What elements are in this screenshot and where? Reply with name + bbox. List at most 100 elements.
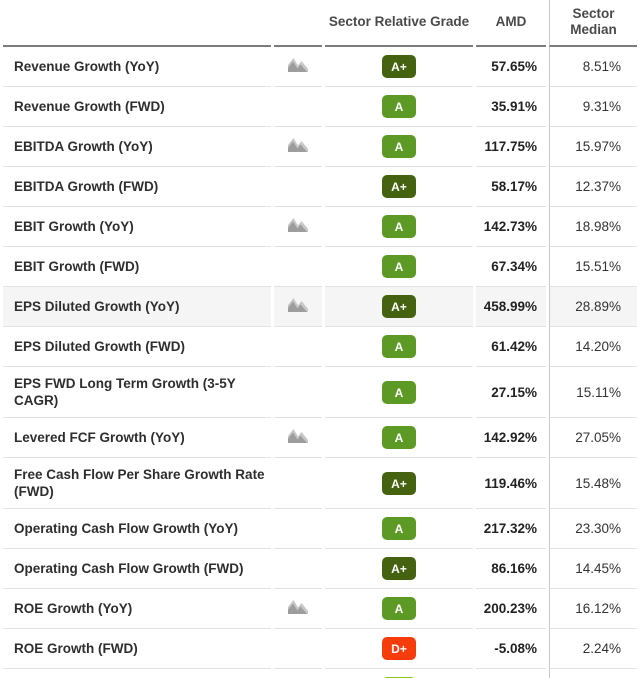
- metric-label: Free Cash Flow Per Share Growth Rate (FW…: [3, 458, 271, 509]
- grade-badge[interactable]: D+: [382, 637, 416, 660]
- sector-median-value: 2.24%: [549, 629, 637, 669]
- grade-cell: A: [325, 247, 473, 287]
- grade-cell: A+: [325, 47, 473, 87]
- sector-median-value: 15.51%: [549, 247, 637, 287]
- table-row: Working Capital Growth (YoY) B+ 80.17% 1…: [3, 669, 637, 678]
- grade-badge[interactable]: A: [382, 95, 416, 118]
- table-row: ROE Growth (FWD) D+ -5.08% 2.24%: [3, 629, 637, 669]
- chart-icon-cell: [274, 327, 322, 367]
- amd-value: 61.42%: [476, 327, 546, 367]
- amd-value: -5.08%: [476, 629, 546, 669]
- grade-badge[interactable]: A: [382, 215, 416, 238]
- sector-median-value: 14.45%: [549, 549, 637, 589]
- table-row: EPS FWD Long Term Growth (3-5Y CAGR) A 2…: [3, 367, 637, 418]
- table-body: Revenue Growth (YoY) A+ 57.65% 8.51% Rev…: [3, 47, 637, 678]
- sector-median-value: 28.89%: [549, 287, 637, 327]
- grade-cell: A: [325, 418, 473, 458]
- grade-cell: A+: [325, 287, 473, 327]
- grade-cell: D+: [325, 629, 473, 669]
- chart-history-icon[interactable]: [287, 217, 309, 233]
- chart-history-icon[interactable]: [287, 57, 309, 73]
- metric-label: Operating Cash Flow Growth (YoY): [3, 509, 271, 549]
- grade-badge[interactable]: A: [382, 597, 416, 620]
- chart-icon-cell: [274, 367, 322, 418]
- chart-icon-cell: [274, 127, 322, 167]
- grade-badge[interactable]: A: [382, 335, 416, 358]
- amd-value: 80.17%: [476, 669, 546, 678]
- table-header: Sector Relative Grade AMD Sector Median: [3, 0, 637, 47]
- chart-icon-cell: [274, 87, 322, 127]
- grade-badge[interactable]: A: [382, 517, 416, 540]
- grade-badge[interactable]: A: [382, 135, 416, 158]
- amd-value: 119.46%: [476, 458, 546, 509]
- amd-value: 117.75%: [476, 127, 546, 167]
- table-row: Free Cash Flow Per Share Growth Rate (FW…: [3, 458, 637, 509]
- sector-median-value: 9.31%: [549, 87, 637, 127]
- grade-cell: A: [325, 589, 473, 629]
- amd-value: 57.65%: [476, 47, 546, 87]
- amd-value: 200.23%: [476, 589, 546, 629]
- grade-badge[interactable]: A: [382, 255, 416, 278]
- grade-cell: A: [325, 327, 473, 367]
- amd-value: 142.73%: [476, 207, 546, 247]
- amd-value: 58.17%: [476, 167, 546, 207]
- grade-cell: A: [325, 127, 473, 167]
- chart-history-icon[interactable]: [287, 137, 309, 153]
- sector-median-value: 15.11%: [549, 367, 637, 418]
- chart-history-icon[interactable]: [287, 428, 309, 444]
- amd-value: 142.92%: [476, 418, 546, 458]
- grade-badge[interactable]: A+: [382, 471, 416, 495]
- chart-icon-cell: [274, 418, 322, 458]
- grade-badge[interactable]: A+: [382, 557, 416, 580]
- chart-icon-cell: [274, 509, 322, 549]
- grade-cell: B+: [325, 669, 473, 678]
- table-row: EBITDA Growth (YoY) A 117.75% 15.97%: [3, 127, 637, 167]
- chart-icon-cell: [274, 458, 322, 509]
- chart-history-icon[interactable]: [287, 599, 309, 615]
- chart-icon-cell: [274, 589, 322, 629]
- grade-badge[interactable]: A+: [382, 295, 416, 318]
- table-row: EBITDA Growth (FWD) A+ 58.17% 12.37%: [3, 167, 637, 207]
- metric-label: Operating Cash Flow Growth (FWD): [3, 549, 271, 589]
- amd-value: 217.32%: [476, 509, 546, 549]
- chart-icon-cell: [274, 549, 322, 589]
- grade-badge[interactable]: A: [382, 426, 416, 449]
- sector-median-value: 18.98%: [549, 207, 637, 247]
- table-row: ROE Growth (YoY) A 200.23% 16.12%: [3, 589, 637, 629]
- chart-icon-cell: [274, 207, 322, 247]
- grade-cell: A+: [325, 458, 473, 509]
- amd-value: 35.91%: [476, 87, 546, 127]
- metric-label: ROE Growth (FWD): [3, 629, 271, 669]
- metric-label: EPS FWD Long Term Growth (3-5Y CAGR): [3, 367, 271, 418]
- metric-label: Revenue Growth (FWD): [3, 87, 271, 127]
- grade-badge[interactable]: A+: [382, 175, 416, 198]
- table-row: Operating Cash Flow Growth (FWD) A+ 86.1…: [3, 549, 637, 589]
- metric-label: EBIT Growth (FWD): [3, 247, 271, 287]
- chart-history-icon[interactable]: [287, 297, 309, 313]
- amd-value: 458.99%: [476, 287, 546, 327]
- table-row: Revenue Growth (YoY) A+ 57.65% 8.51%: [3, 47, 637, 87]
- metric-label: Revenue Growth (YoY): [3, 47, 271, 87]
- chart-icon-cell: [274, 287, 322, 327]
- column-header-amd: AMD: [476, 0, 546, 47]
- metric-label: ROE Growth (YoY): [3, 589, 271, 629]
- chart-icon-cell: [274, 167, 322, 207]
- grade-cell: A+: [325, 549, 473, 589]
- metric-label: EPS Diluted Growth (YoY): [3, 287, 271, 327]
- amd-value: 86.16%: [476, 549, 546, 589]
- grade-badge[interactable]: A: [382, 380, 416, 404]
- table-row: Levered FCF Growth (YoY) A 142.92% 27.05…: [3, 418, 637, 458]
- metric-label: EBIT Growth (YoY): [3, 207, 271, 247]
- grade-cell: A: [325, 509, 473, 549]
- grade-badge[interactable]: A+: [382, 55, 416, 78]
- sector-median-value: 27.05%: [549, 418, 637, 458]
- column-header-sector-median: Sector Median: [549, 0, 637, 47]
- table-row: EPS Diluted Growth (YoY) A+ 458.99% 28.8…: [3, 287, 637, 327]
- grade-cell: A: [325, 367, 473, 418]
- metric-label: Levered FCF Growth (YoY): [3, 418, 271, 458]
- table-row: EBIT Growth (YoY) A 142.73% 18.98%: [3, 207, 637, 247]
- grade-cell: A: [325, 87, 473, 127]
- sector-median-value: 16.12%: [549, 589, 637, 629]
- sector-median-value: 12.37%: [549, 167, 637, 207]
